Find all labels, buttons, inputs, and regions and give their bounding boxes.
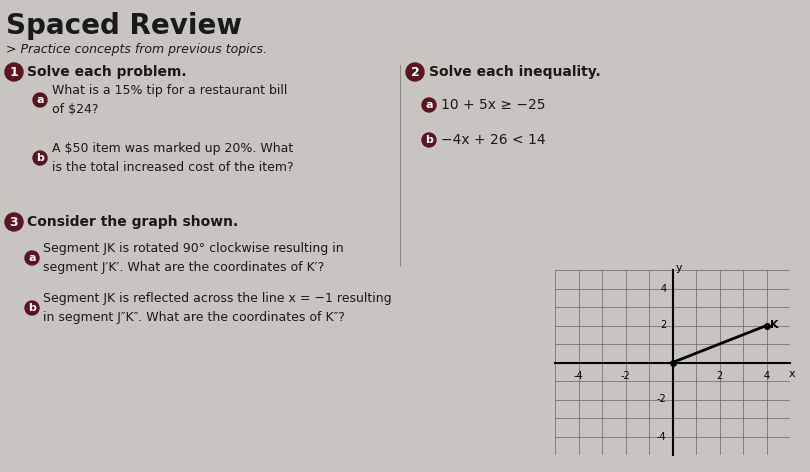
Text: Consider the graph shown.: Consider the graph shown.	[27, 215, 238, 229]
Text: 4: 4	[660, 284, 667, 294]
Text: 2: 2	[660, 320, 667, 330]
Circle shape	[5, 63, 23, 81]
Circle shape	[422, 133, 436, 147]
Circle shape	[5, 213, 23, 231]
Text: 3: 3	[10, 216, 19, 228]
Text: 1: 1	[10, 66, 19, 78]
Text: Spaced Review: Spaced Review	[6, 12, 242, 40]
Text: What is a 15% tip for a restaurant bill
of $24?: What is a 15% tip for a restaurant bill …	[52, 84, 288, 116]
Text: b: b	[425, 135, 433, 145]
Text: 2: 2	[716, 371, 723, 381]
Circle shape	[25, 301, 39, 315]
Text: Solve each inequality.: Solve each inequality.	[429, 65, 601, 79]
Text: Segment JK is reflected across the line x = −1 resulting
in segment J″K″. What a: Segment JK is reflected across the line …	[43, 292, 391, 324]
Text: 2: 2	[411, 66, 420, 78]
Text: -2: -2	[620, 371, 630, 381]
Text: Segment JK is rotated 90° clockwise resulting in
segment J′K′. What are the coor: Segment JK is rotated 90° clockwise resu…	[43, 242, 343, 274]
Circle shape	[25, 251, 39, 265]
Circle shape	[406, 63, 424, 81]
Text: -4: -4	[657, 431, 667, 441]
Text: -2: -2	[657, 395, 667, 405]
Text: -4: -4	[573, 371, 583, 381]
Circle shape	[33, 151, 47, 165]
Text: 4: 4	[764, 371, 769, 381]
Text: −4x + 26 < 14: −4x + 26 < 14	[441, 133, 546, 147]
Text: 10 + 5x ≥ −25: 10 + 5x ≥ −25	[441, 98, 545, 112]
Circle shape	[33, 93, 47, 107]
Circle shape	[422, 98, 436, 112]
Text: a: a	[36, 95, 44, 105]
Text: b: b	[28, 303, 36, 313]
Text: K: K	[770, 320, 778, 329]
Text: > Practice concepts from previous topics.: > Practice concepts from previous topics…	[6, 43, 267, 57]
Text: a: a	[425, 100, 433, 110]
Text: A $50 item was marked up 20%. What
is the total increased cost of the item?: A $50 item was marked up 20%. What is th…	[52, 142, 293, 174]
Text: Solve each problem.: Solve each problem.	[27, 65, 186, 79]
Text: y: y	[676, 263, 683, 273]
Text: a: a	[28, 253, 36, 263]
Text: b: b	[36, 153, 44, 163]
Text: x: x	[789, 369, 795, 379]
